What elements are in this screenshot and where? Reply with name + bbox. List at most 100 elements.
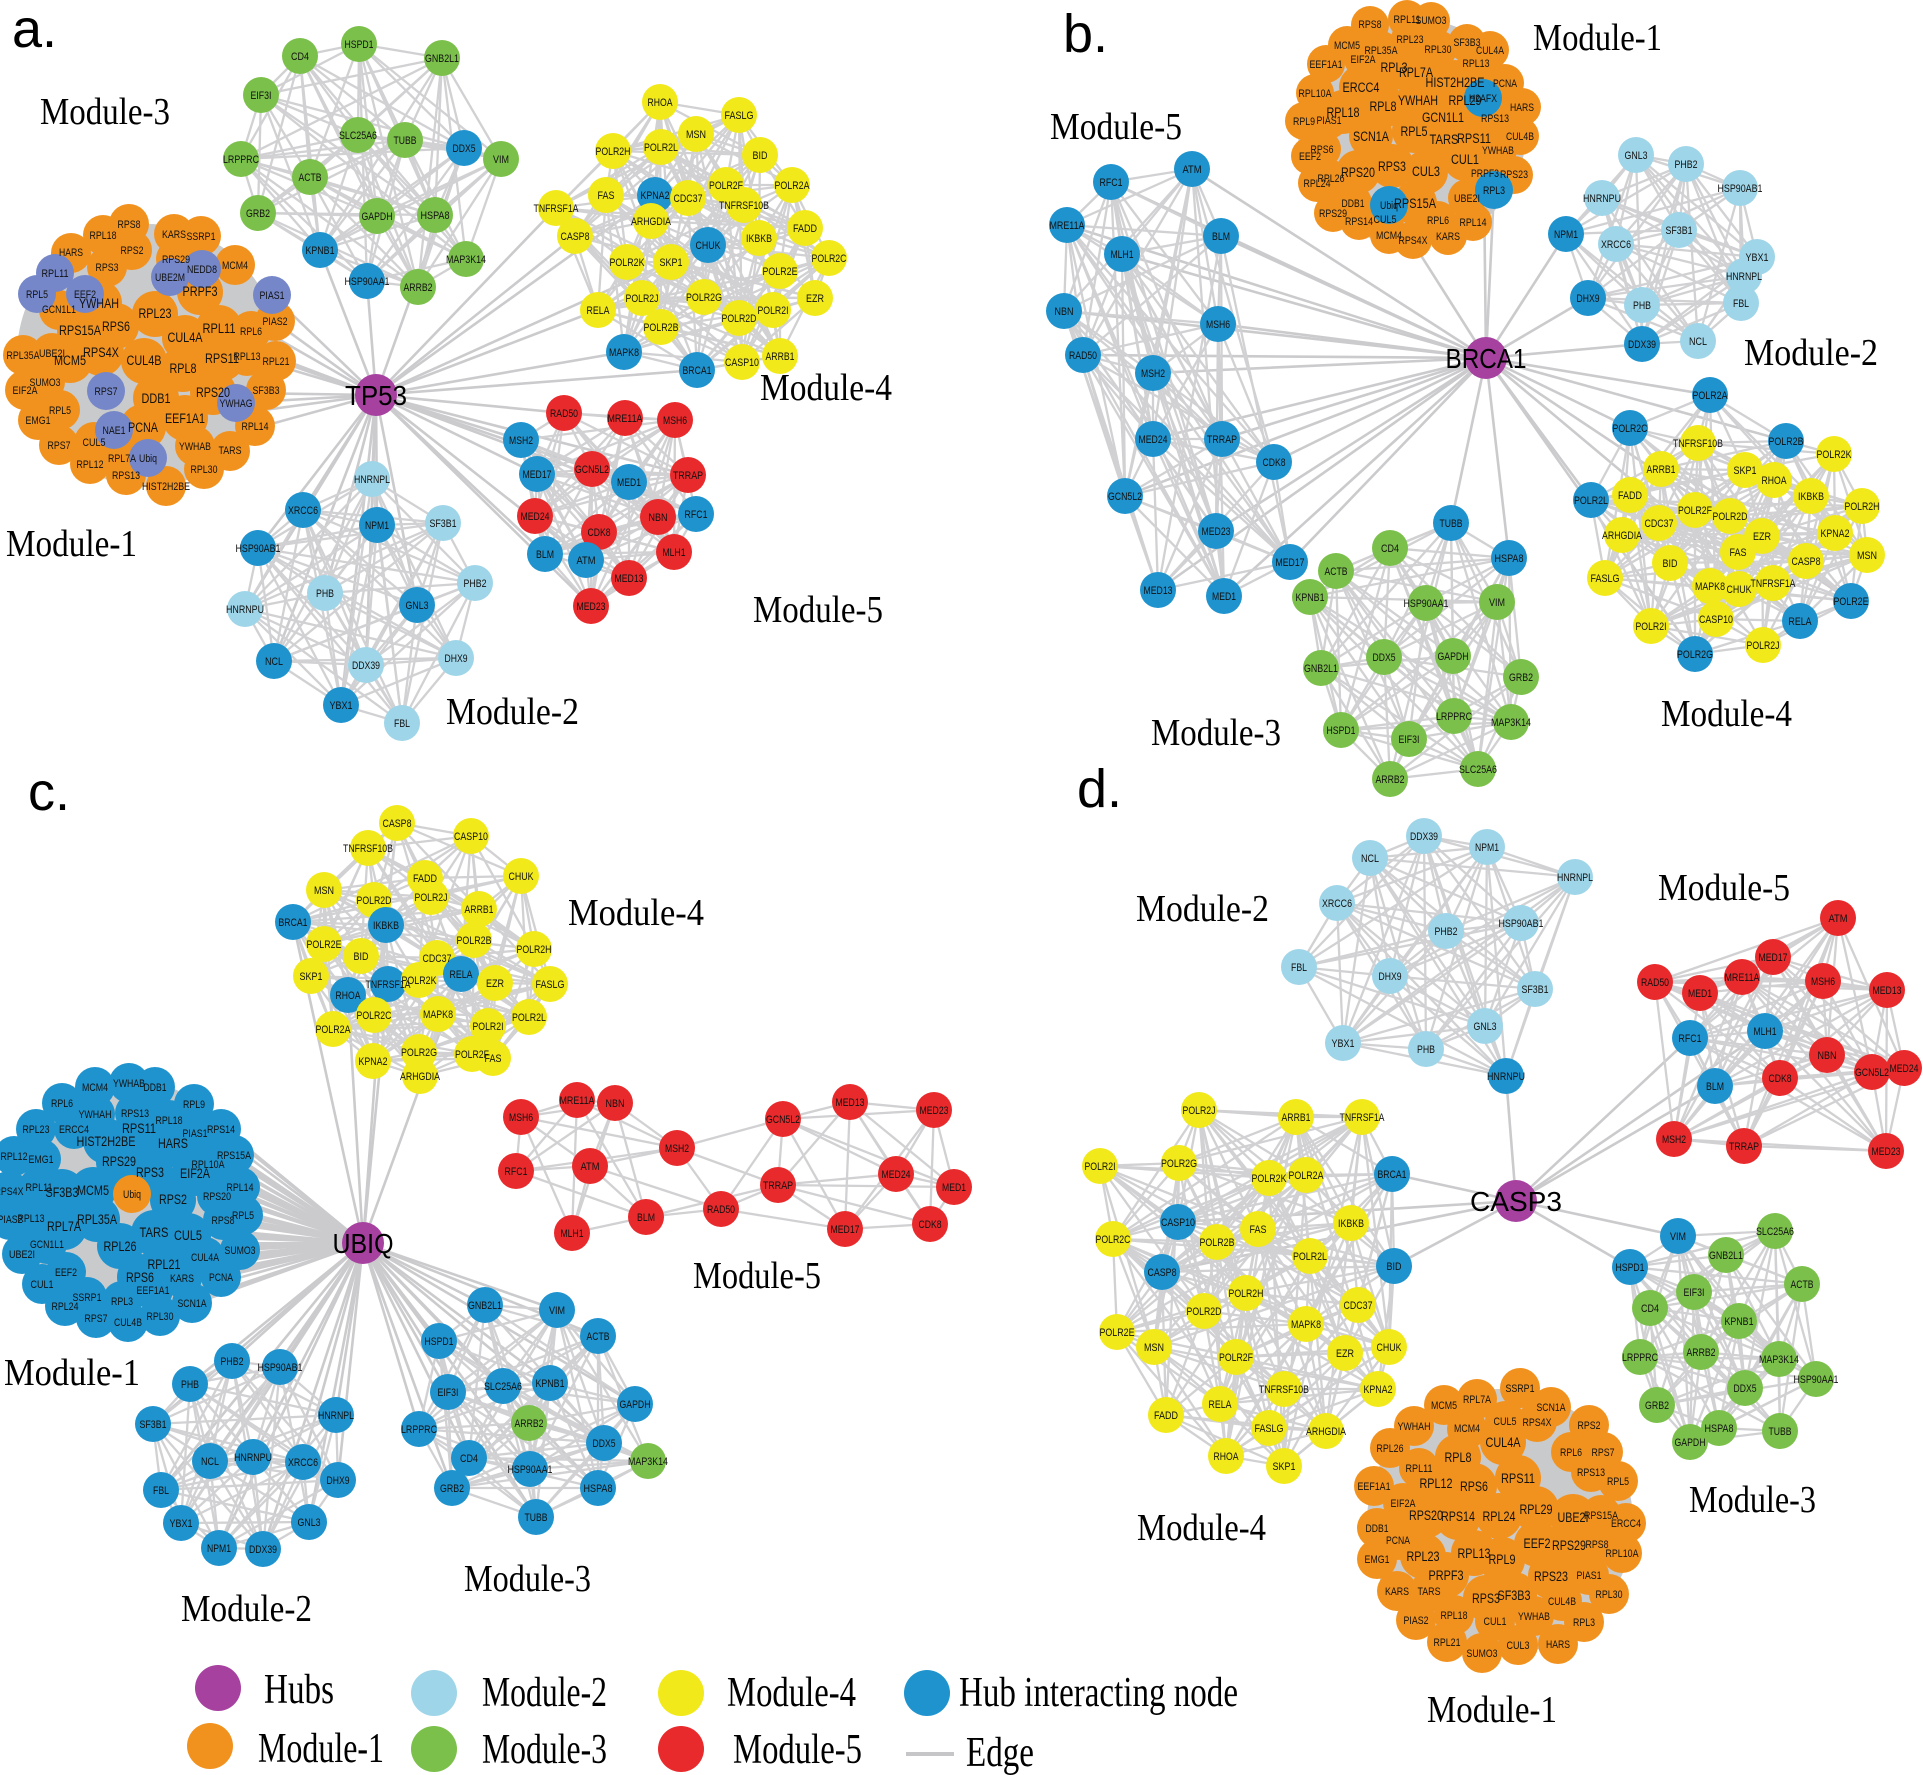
svg-text:CUL4B: CUL4B xyxy=(114,1317,142,1329)
svg-text:POLR2F: POLR2F xyxy=(709,180,743,192)
svg-text:RPS4X: RPS4X xyxy=(1399,235,1429,247)
svg-text:SLC25A6: SLC25A6 xyxy=(339,130,377,142)
svg-text:NPM1: NPM1 xyxy=(1475,842,1499,854)
svg-text:MRE11A: MRE11A xyxy=(1725,972,1761,984)
svg-text:EZR: EZR xyxy=(486,978,504,990)
svg-text:RPS14: RPS14 xyxy=(1345,216,1373,228)
svg-text:GRB2: GRB2 xyxy=(246,208,270,220)
svg-text:RPL23: RPL23 xyxy=(139,306,172,321)
svg-text:CD4: CD4 xyxy=(1641,1303,1659,1315)
svg-text:MLH1: MLH1 xyxy=(663,547,686,559)
svg-text:TARS: TARS xyxy=(140,1225,169,1240)
svg-text:RPL29: RPL29 xyxy=(1449,93,1482,108)
svg-text:POLR2D: POLR2D xyxy=(1187,1306,1222,1318)
svg-text:XRCC6: XRCC6 xyxy=(288,505,318,517)
svg-text:CDC37: CDC37 xyxy=(1344,1300,1373,1312)
svg-text:HSP90AB1: HSP90AB1 xyxy=(236,543,281,555)
svg-text:MSH6: MSH6 xyxy=(1206,319,1230,331)
svg-text:RPL7A: RPL7A xyxy=(1463,1394,1492,1406)
svg-text:FADD: FADD xyxy=(793,223,817,235)
svg-text:POLR2F: POLR2F xyxy=(455,1049,489,1061)
svg-text:MSN: MSN xyxy=(686,129,706,141)
svg-text:PHB2: PHB2 xyxy=(1675,159,1698,171)
svg-text:SF3B3: SF3B3 xyxy=(253,385,280,397)
svg-text:MSH2: MSH2 xyxy=(509,435,533,447)
svg-text:KPNB1: KPNB1 xyxy=(1725,1316,1754,1328)
svg-text:RPS4X: RPS4X xyxy=(83,345,119,360)
svg-text:SF3B1: SF3B1 xyxy=(140,1419,167,1431)
svg-text:UBE2I: UBE2I xyxy=(39,348,65,360)
svg-text:MCM4: MCM4 xyxy=(82,1082,108,1094)
svg-text:CUL5: CUL5 xyxy=(1374,214,1397,226)
svg-text:GNL3: GNL3 xyxy=(406,600,429,612)
svg-text:SKP1: SKP1 xyxy=(1734,465,1757,477)
svg-text:SKP1: SKP1 xyxy=(300,971,323,983)
svg-text:POLR2A: POLR2A xyxy=(316,1024,352,1036)
svg-text:CASP8: CASP8 xyxy=(1792,556,1821,568)
svg-text:RPL5: RPL5 xyxy=(1401,124,1428,139)
svg-text:Module-4: Module-4 xyxy=(1137,1507,1266,1549)
svg-text:KARS: KARS xyxy=(1385,1586,1409,1598)
svg-text:GCN5L2: GCN5L2 xyxy=(575,464,609,476)
svg-text:RPS20: RPS20 xyxy=(1341,165,1375,180)
svg-text:GNB2L1: GNB2L1 xyxy=(425,53,459,65)
svg-text:RPL18: RPL18 xyxy=(90,230,117,242)
svg-text:HNRNPL: HNRNPL xyxy=(1726,271,1762,283)
svg-text:YWHAB: YWHAB xyxy=(1518,1611,1550,1623)
svg-text:POLR2I: POLR2I xyxy=(1085,1161,1116,1173)
svg-text:TNFRSF1A: TNFRSF1A xyxy=(534,203,580,215)
svg-text:FBL: FBL xyxy=(153,1485,169,1497)
svg-text:PIAS2: PIAS2 xyxy=(1404,1615,1429,1627)
svg-text:GAPDH: GAPDH xyxy=(1438,651,1469,663)
svg-text:ARRB2: ARRB2 xyxy=(1687,1347,1716,1359)
svg-text:Hub interacting node: Hub interacting node xyxy=(959,1670,1238,1716)
svg-text:POLR2E: POLR2E xyxy=(763,266,798,278)
svg-text:POLR2C: POLR2C xyxy=(812,253,847,265)
svg-text:TNFRSF10B: TNFRSF10B xyxy=(343,843,393,855)
svg-text:RPL26: RPL26 xyxy=(1318,173,1345,185)
svg-text:Module-2: Module-2 xyxy=(482,1670,607,1716)
svg-text:IKBKB: IKBKB xyxy=(1798,491,1824,503)
svg-text:CHUK: CHUK xyxy=(1377,1342,1403,1354)
svg-text:HSPD1: HSPD1 xyxy=(1327,725,1356,737)
svg-text:KPNA2: KPNA2 xyxy=(1821,528,1850,540)
svg-text:CUL3: CUL3 xyxy=(1507,1640,1530,1652)
svg-text:PRPF3: PRPF3 xyxy=(1471,168,1499,180)
svg-text:SF3B3: SF3B3 xyxy=(1454,37,1481,49)
svg-text:DDX39: DDX39 xyxy=(1410,831,1438,843)
svg-text:MAPK8: MAPK8 xyxy=(1291,1319,1321,1331)
svg-text:CUL4B: CUL4B xyxy=(1506,131,1534,143)
svg-text:PIAS2: PIAS2 xyxy=(0,1214,23,1226)
svg-text:EMG1: EMG1 xyxy=(1365,1554,1390,1566)
svg-text:GNB2L1: GNB2L1 xyxy=(468,1300,502,1312)
svg-text:SLC25A6: SLC25A6 xyxy=(484,1381,522,1393)
svg-text:RPL7A: RPL7A xyxy=(108,453,137,465)
svg-text:d.: d. xyxy=(1077,759,1122,819)
svg-text:CASP10: CASP10 xyxy=(1699,614,1733,626)
svg-text:RPS7: RPS7 xyxy=(85,1313,108,1325)
svg-text:SSRP1: SSRP1 xyxy=(187,231,216,243)
svg-text:RPS13: RPS13 xyxy=(1577,1467,1605,1479)
svg-text:MED24: MED24 xyxy=(1139,434,1168,446)
svg-text:CDC37: CDC37 xyxy=(423,953,452,965)
svg-text:RPL10A: RPL10A xyxy=(1299,88,1333,100)
svg-text:FASLG: FASLG xyxy=(725,110,754,122)
svg-text:EIF2A: EIF2A xyxy=(1351,54,1377,66)
svg-text:POLR2G: POLR2G xyxy=(686,292,722,304)
svg-text:RPS13: RPS13 xyxy=(1481,113,1509,125)
svg-text:CHUK: CHUK xyxy=(1727,584,1753,596)
svg-text:RPL21: RPL21 xyxy=(1434,1637,1461,1649)
svg-text:SKP1: SKP1 xyxy=(1273,1461,1296,1473)
svg-text:MED13: MED13 xyxy=(836,1097,865,1109)
svg-text:POLR2E: POLR2E xyxy=(307,939,342,951)
svg-text:RPS20: RPS20 xyxy=(203,1191,231,1203)
svg-text:NEDD8: NEDD8 xyxy=(187,264,217,276)
svg-text:YWHAH: YWHAH xyxy=(1398,93,1438,108)
svg-text:RELA: RELA xyxy=(1209,1399,1233,1411)
svg-text:Module-1: Module-1 xyxy=(258,1726,384,1772)
svg-text:PCNA: PCNA xyxy=(209,1272,234,1284)
svg-text:SCN1A: SCN1A xyxy=(178,1298,208,1310)
svg-text:ARRB2: ARRB2 xyxy=(404,282,433,294)
svg-text:POLR2C: POLR2C xyxy=(357,1010,392,1022)
svg-text:POLR2I: POLR2I xyxy=(1636,621,1667,633)
